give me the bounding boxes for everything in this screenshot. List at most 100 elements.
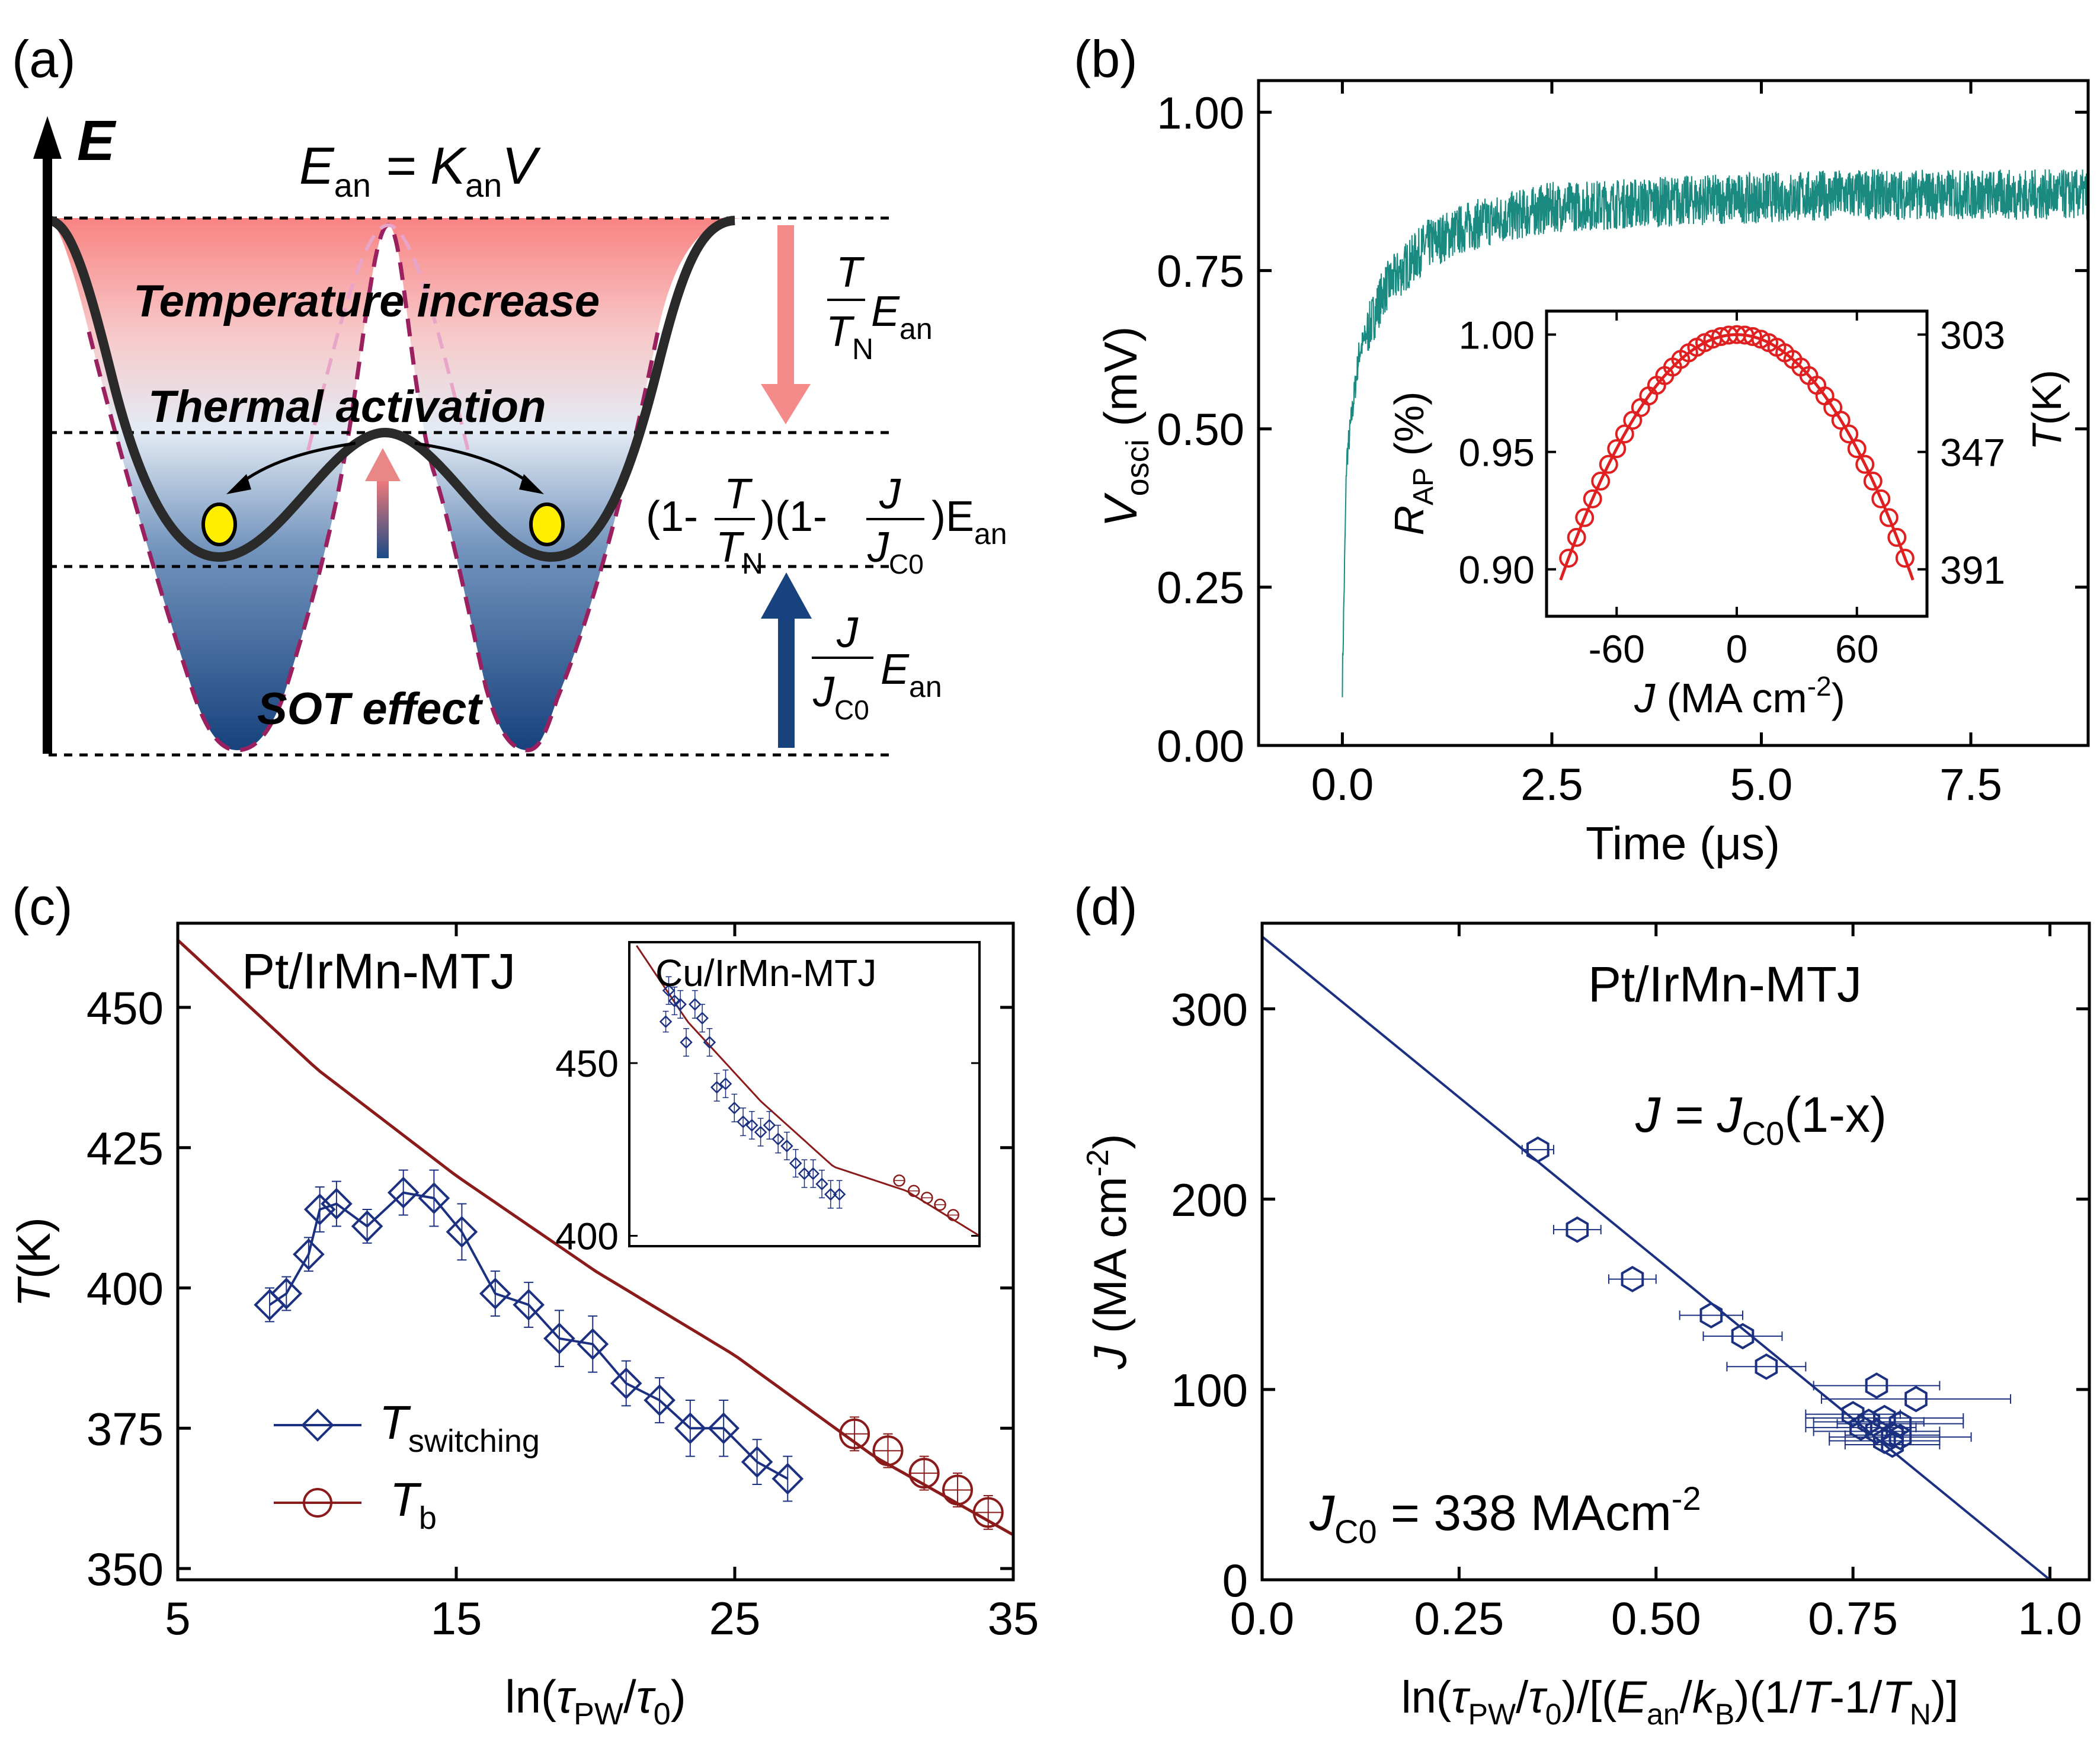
tswitching-point [741,1446,773,1478]
inset-blue-point [710,1081,724,1094]
svg-text:)Ean: )Ean [931,493,1007,550]
inset-blue-point [806,1167,820,1180]
y2-tick-label: 303 [1940,313,2005,357]
inset-y2label: T(K) [2024,370,2070,450]
y-tick-label: 375 [87,1403,164,1455]
panel-b-trace-group [1342,168,2088,697]
x-tick-label: 25 [709,1592,761,1644]
y-tick-label: 0 [1222,1554,1248,1606]
panel-d-fit-equation: J = JC0(1-x) [1635,1087,1887,1152]
y-tick-label: 450 [555,1042,619,1085]
inset-data-point [1591,471,1611,491]
inset-data-point [1599,454,1618,474]
panel-b-xlabel: Time (μs) [1586,817,1780,869]
panel-d-ticks: 0.0 0.25 0.50 0.75 1.0 0 100 200 300 [1171,923,2089,1644]
svg-text:T: T [836,249,865,296]
temperature-arrowhead [761,384,811,424]
x-tick-label: 0.50 [1611,1592,1701,1644]
formula-ean: Ean = KanV [299,136,541,204]
panel-c-inset-label: Cu/IrMn-MTJ [655,952,876,994]
tswitching-point [577,1328,609,1361]
inset-blue-point [833,1188,846,1201]
legend-tswitching-label: Tswitching [379,1396,540,1459]
tswitching-point [543,1322,575,1355]
inset-blue-point [728,1102,741,1115]
x-tick-label: 60 [1835,627,1878,671]
inset-data-point [1855,454,1875,474]
y-tick-label: 350 [87,1543,164,1595]
inset-blue-point [772,1132,785,1146]
inset-red-point [934,1198,946,1211]
tswitching-point [321,1188,353,1220]
tswitching-point [674,1412,706,1445]
tswitching-point [513,1289,545,1321]
tb-point [872,1435,904,1467]
panel-a: (a) E Ean = KanV Temperature increase Th… [12,30,1007,757]
inset-data-point [1567,527,1586,547]
energy-profile-solid [47,216,735,562]
d-data-point [1566,1216,1589,1243]
inset-data-point [1607,439,1627,459]
y-tick-label: 0.90 [1459,548,1535,592]
panel-c-ylabel: T(K) [8,1217,60,1307]
y-tick-label: 425 [87,1122,164,1174]
activation-arrowhead-right [519,474,544,494]
inset-frame [1545,309,1929,618]
tswitching-point [446,1216,478,1248]
inset-blue-point [737,1115,750,1128]
panel-d-jc0-annotation: JC0 = 338 MAcm-2 [1309,1480,1701,1550]
tswitching-point [772,1462,804,1495]
inset-blue-point [763,1119,776,1132]
x-tick-label: 5 [165,1592,190,1644]
y-tick-label: 400 [87,1263,164,1315]
small-gradient-arrowhead [365,448,401,481]
panel-c-legend: Tswitching Tb [274,1396,540,1536]
inset-data-point [1879,508,1899,527]
x-tick-label: 15 [431,1592,482,1644]
y-tick-label: 450 [87,982,164,1034]
inset-data-point [1895,548,1915,568]
tswitching-point [303,1193,336,1225]
panel-d-data-points [1521,1136,2012,1458]
inset-red-point [907,1185,920,1197]
x-tick-label: 2.5 [1520,760,1583,810]
label-temperature-increase: Temperature increase [133,276,600,327]
temperature-arrow-shaft [777,225,794,386]
inset-blue-point [754,1125,767,1139]
svg-text:)(1-: )(1- [761,493,827,540]
inset-blue-point [662,984,676,997]
panel-c-inset-plot-area [636,945,979,1237]
d-data-point [1881,1431,1904,1458]
y-tick-label: 1.00 [1459,313,1535,357]
panel-d-plot-area [1262,935,2051,1580]
inset-plot-area [1559,325,1915,581]
y-tick-label: 1.00 [1157,88,1244,139]
sot-arrow-shaft [778,616,795,748]
energy-well-fill [49,218,743,750]
energy-axis-arrowhead [33,116,62,159]
tswitching-point [644,1384,676,1416]
svg-text:TN: TN [826,308,873,366]
eq-current-fraction: J JC0 Ean [812,609,942,725]
tb-point [942,1474,973,1506]
panel-b-ylabel: Vosci (mV) [1094,327,1155,527]
tswitching-point [351,1210,383,1243]
y-tick-label: 400 [555,1215,619,1258]
inset-blue-point [696,1012,709,1025]
inset-blue-point [659,1015,673,1028]
d-data-point [1755,1353,1778,1380]
panel-c-inset-background [629,942,979,1246]
y-tick-label: 0.50 [1157,405,1244,455]
svg-text:J: J [836,609,859,657]
d-data-point [1699,1302,1723,1329]
inset-data-point [1887,527,1907,547]
inset-data-point [1871,489,1891,508]
inset-blue-point [798,1167,811,1180]
d-data-point [1621,1266,1644,1292]
y-tick-label: 100 [1171,1364,1248,1416]
label-thermal-activation: Thermal activation [148,382,546,432]
y-tick-label: 200 [1171,1174,1248,1226]
svg-text:Ean: Ean [881,646,942,703]
d-data-point [1731,1323,1755,1350]
activation-arrowhead-left [226,474,251,494]
